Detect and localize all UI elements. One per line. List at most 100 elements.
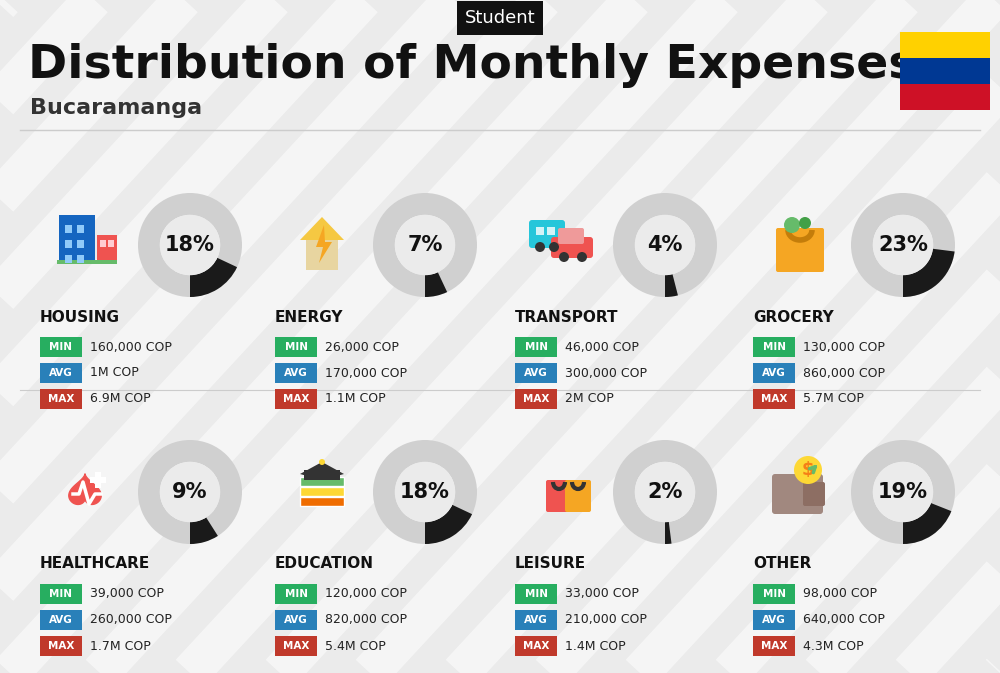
Circle shape	[635, 462, 695, 522]
Circle shape	[784, 217, 800, 233]
FancyBboxPatch shape	[753, 337, 795, 357]
Bar	[536, 227, 544, 235]
FancyBboxPatch shape	[275, 363, 317, 383]
Bar	[65, 240, 72, 248]
FancyBboxPatch shape	[772, 474, 823, 514]
Bar	[306, 240, 338, 270]
Bar	[900, 58, 990, 84]
Text: 260,000 COP: 260,000 COP	[90, 614, 172, 627]
Bar	[90, 477, 106, 483]
Bar	[900, 84, 990, 110]
Bar	[57, 260, 117, 264]
Text: GROCERY: GROCERY	[753, 310, 834, 324]
Wedge shape	[138, 440, 242, 544]
Wedge shape	[851, 440, 955, 544]
Text: MAX: MAX	[761, 641, 787, 651]
Text: 2M COP: 2M COP	[565, 392, 614, 406]
FancyBboxPatch shape	[753, 610, 795, 630]
Text: 1M COP: 1M COP	[90, 367, 139, 380]
Text: MAX: MAX	[523, 641, 549, 651]
Text: MAX: MAX	[761, 394, 787, 404]
Text: AVG: AVG	[284, 368, 308, 378]
Text: 4%: 4%	[647, 235, 683, 255]
Text: MIN: MIN	[285, 342, 308, 352]
Bar	[304, 470, 340, 480]
Bar	[900, 32, 990, 58]
FancyBboxPatch shape	[275, 389, 317, 409]
Circle shape	[873, 215, 933, 275]
Bar	[300, 497, 344, 506]
Wedge shape	[665, 522, 672, 544]
Text: MAX: MAX	[523, 394, 549, 404]
Text: MIN: MIN	[285, 589, 308, 599]
Text: 18%: 18%	[400, 482, 450, 502]
Text: 46,000 COP: 46,000 COP	[565, 341, 639, 353]
Text: 6.9M COP: 6.9M COP	[90, 392, 151, 406]
FancyBboxPatch shape	[753, 363, 795, 383]
Text: MIN: MIN	[50, 589, 72, 599]
Bar	[77, 225, 84, 233]
Text: 130,000 COP: 130,000 COP	[803, 341, 885, 353]
FancyBboxPatch shape	[275, 584, 317, 604]
Bar	[65, 255, 72, 263]
Bar	[95, 472, 101, 488]
Text: 860,000 COP: 860,000 COP	[803, 367, 885, 380]
Text: 160,000 COP: 160,000 COP	[90, 341, 172, 353]
Text: MIN: MIN	[524, 342, 548, 352]
Text: 2%: 2%	[647, 482, 683, 502]
Text: 640,000 COP: 640,000 COP	[803, 614, 885, 627]
Text: LEISURE: LEISURE	[515, 557, 586, 571]
Text: 9%: 9%	[172, 482, 208, 502]
Text: 26,000 COP: 26,000 COP	[325, 341, 399, 353]
Text: 1.1M COP: 1.1M COP	[325, 392, 386, 406]
FancyBboxPatch shape	[40, 363, 82, 383]
Text: HOUSING: HOUSING	[40, 310, 120, 324]
Text: 120,000 COP: 120,000 COP	[325, 588, 407, 600]
Circle shape	[635, 215, 695, 275]
Text: Student: Student	[465, 9, 535, 27]
FancyBboxPatch shape	[803, 482, 825, 506]
Wedge shape	[903, 503, 951, 544]
Text: AVG: AVG	[762, 368, 786, 378]
FancyBboxPatch shape	[515, 337, 557, 357]
Text: 5.4M COP: 5.4M COP	[325, 639, 386, 653]
Circle shape	[319, 459, 325, 465]
Bar	[300, 477, 344, 486]
Text: OTHER: OTHER	[753, 557, 811, 571]
Bar	[547, 227, 555, 235]
Text: ENERGY: ENERGY	[275, 310, 344, 324]
Polygon shape	[300, 462, 344, 480]
Text: 98,000 COP: 98,000 COP	[803, 588, 877, 600]
FancyBboxPatch shape	[275, 610, 317, 630]
Text: 23%: 23%	[878, 235, 928, 255]
Bar	[77, 255, 84, 263]
Bar	[300, 487, 344, 496]
Text: AVG: AVG	[524, 615, 548, 625]
Text: AVG: AVG	[49, 615, 73, 625]
Circle shape	[535, 242, 545, 252]
FancyBboxPatch shape	[551, 237, 593, 258]
Text: TRANSPORT: TRANSPORT	[515, 310, 618, 324]
Text: 1.4M COP: 1.4M COP	[565, 639, 626, 653]
Circle shape	[549, 242, 559, 252]
Text: $: $	[802, 461, 814, 479]
Text: MAX: MAX	[283, 394, 309, 404]
Text: AVG: AVG	[762, 615, 786, 625]
Wedge shape	[373, 440, 477, 544]
FancyBboxPatch shape	[515, 636, 557, 656]
Text: 7%: 7%	[407, 235, 443, 255]
Text: MIN: MIN	[50, 342, 72, 352]
Text: 19%: 19%	[878, 482, 928, 502]
FancyBboxPatch shape	[753, 636, 795, 656]
Circle shape	[794, 456, 822, 484]
FancyBboxPatch shape	[40, 610, 82, 630]
Text: 4.3M COP: 4.3M COP	[803, 639, 864, 653]
Bar	[65, 225, 72, 233]
Text: EDUCATION: EDUCATION	[275, 557, 374, 571]
FancyBboxPatch shape	[753, 389, 795, 409]
Circle shape	[160, 462, 220, 522]
FancyBboxPatch shape	[515, 584, 557, 604]
Circle shape	[873, 462, 933, 522]
Text: 170,000 COP: 170,000 COP	[325, 367, 407, 380]
Text: MAX: MAX	[48, 641, 74, 651]
